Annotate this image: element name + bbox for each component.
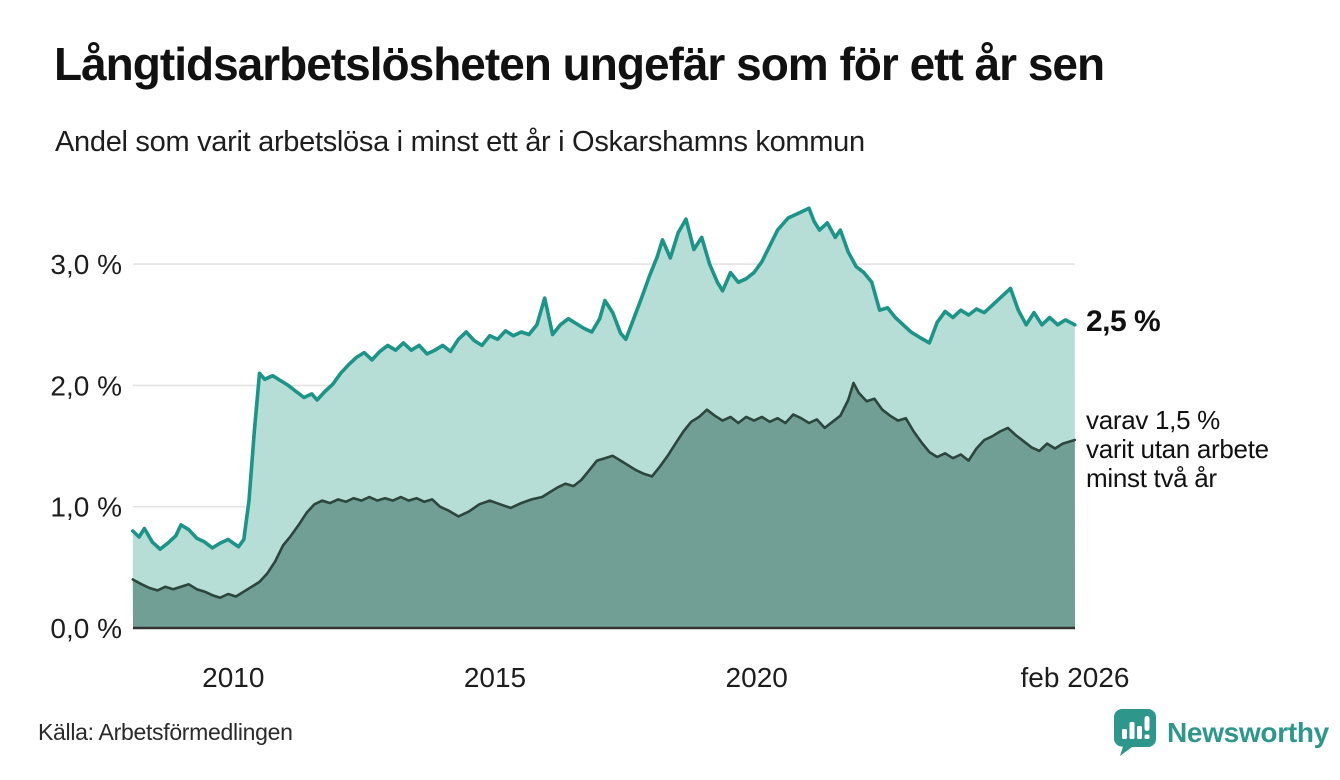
subseries-annotation: varav 1,5 % varit utan arbete minst två … bbox=[1086, 406, 1269, 493]
x-tick-label: feb 2026 bbox=[1021, 662, 1130, 693]
brand-logo: Newsworthy bbox=[1113, 708, 1329, 758]
line-two-years bbox=[131, 381, 1077, 600]
x-tick-label: 2010 bbox=[202, 662, 264, 693]
y-tick-label: 0,0 % bbox=[50, 613, 122, 644]
line-total bbox=[131, 206, 1077, 552]
subseries-annotation-line2: varit utan arbete bbox=[1086, 434, 1269, 464]
y-tick-label: 3,0 % bbox=[50, 249, 122, 280]
page-subtitle: Andel som varit arbetslösa i minst ett å… bbox=[55, 126, 865, 158]
latest-value-label: 2,5 % bbox=[1086, 305, 1161, 338]
y-tick-label: 2,0 % bbox=[50, 370, 122, 401]
x-tick-label: 2020 bbox=[726, 662, 788, 693]
subseries-annotation-line1: varav 1,5 % bbox=[1086, 405, 1220, 435]
x-tick-label: 2015 bbox=[464, 662, 526, 693]
speech-bubble-shape bbox=[1114, 709, 1156, 756]
area-two-years bbox=[132, 383, 1076, 628]
brand-name: Newsworthy bbox=[1167, 717, 1329, 748]
newsworthy-icon bbox=[1114, 709, 1156, 756]
page-title: Långtidsarbetslösheten ungefär som för e… bbox=[54, 38, 1105, 90]
source-caption: Källa: Arbetsförmedlingen bbox=[38, 719, 293, 745]
subseries-annotation-line3: minst två år bbox=[1086, 463, 1217, 493]
y-tick-label: 1,0 % bbox=[50, 492, 122, 523]
